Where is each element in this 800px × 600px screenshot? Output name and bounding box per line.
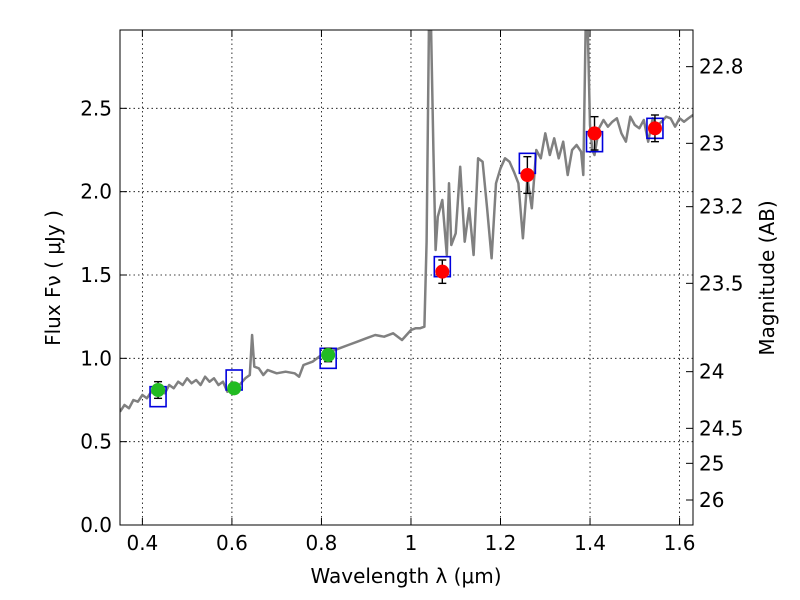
right-tick-label: 24 bbox=[699, 360, 724, 384]
x-tick-label: 1.2 bbox=[485, 531, 517, 555]
x-tick-label: 0.6 bbox=[216, 531, 248, 555]
data-point bbox=[321, 348, 336, 362]
spectrum-layer bbox=[120, 30, 693, 413]
right-tick-label: 23.5 bbox=[699, 271, 744, 295]
y-axis-label: Flux Fν ( μJy ) bbox=[41, 210, 65, 346]
right-tick-label: 22.8 bbox=[699, 55, 744, 79]
data-point bbox=[435, 264, 450, 279]
x-tick-label: 1 bbox=[405, 531, 418, 555]
plot-background bbox=[120, 30, 693, 525]
grid-lines bbox=[120, 30, 693, 525]
y-tick-label: 0.0 bbox=[80, 513, 112, 537]
y-tick-label: 0.5 bbox=[80, 430, 112, 454]
plot-frame bbox=[119, 29, 694, 526]
right-tick-label: 23 bbox=[699, 131, 724, 155]
y-tick-label: 2.5 bbox=[80, 96, 112, 120]
right-axis-label: Magnitude (AB) bbox=[755, 200, 779, 355]
x-tick-label: 0.4 bbox=[126, 531, 158, 555]
data-point bbox=[520, 168, 535, 182]
y-tick-label: 2.0 bbox=[80, 180, 112, 204]
right-tick-label: 24.5 bbox=[699, 416, 744, 440]
x-axis-label: Wavelength λ (μm) bbox=[310, 564, 501, 588]
data-point bbox=[151, 383, 166, 397]
x-tick-label: 1.6 bbox=[664, 531, 696, 555]
data-point bbox=[647, 121, 662, 136]
spectrum-line bbox=[120, 30, 693, 413]
y-tick-label: 1.0 bbox=[80, 346, 112, 370]
x-tick-label: 0.8 bbox=[306, 531, 338, 555]
right-tick-label: 23.2 bbox=[699, 195, 744, 219]
right-tick-label: 26 bbox=[699, 488, 724, 512]
data-point bbox=[587, 126, 602, 141]
photometry-layer bbox=[151, 114, 662, 400]
x-tick-label: 1.4 bbox=[574, 531, 606, 555]
right-tick-label: 25 bbox=[699, 451, 724, 475]
y-tick-label: 1.5 bbox=[80, 263, 112, 287]
axis-ticks: 0.4 0.6 0.8 1 1.2 1.4 1.6 0.0 0.5 1.0 1.5 2.0 2.5 22.… bbox=[80, 30, 744, 555]
data-point bbox=[227, 381, 242, 396]
